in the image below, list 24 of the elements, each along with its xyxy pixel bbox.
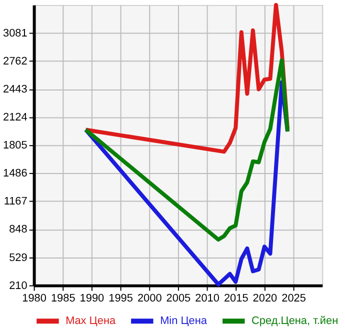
y-tick-label: 1486 <box>3 168 28 180</box>
x-tick-label: 1985 <box>50 292 76 305</box>
y-tick-label: 1167 <box>4 196 28 208</box>
y-tick-label: 2762 <box>3 55 28 68</box>
y-tick-label: 2443 <box>3 84 28 96</box>
y-tick-label: 848 <box>9 224 28 236</box>
y-tick-label: 2124 <box>3 112 28 124</box>
y-tick-label: 1805 <box>3 140 28 152</box>
y-tick-label: 3081 <box>3 27 28 40</box>
legend-label: Сред.Цена, т.йен <box>252 315 338 328</box>
x-tick-label: 2000 <box>137 292 162 305</box>
x-tick-label: 1995 <box>108 292 133 305</box>
y-tick-label: 210 <box>9 280 28 292</box>
x-tick-label: 2010 <box>195 292 220 305</box>
legend-label: Max Цена <box>66 315 116 328</box>
x-tick-label: 2025 <box>282 292 306 305</box>
x-tick-label: 2005 <box>166 292 191 305</box>
x-tick-label: 1990 <box>80 292 104 305</box>
line-series <box>84 58 290 242</box>
y-tick-label: 529 <box>9 252 28 264</box>
legend-label: Min Цена <box>160 315 208 328</box>
x-tick-label: 2015 <box>224 292 248 305</box>
x-tick-label: 1980 <box>22 292 46 305</box>
x-tick-label: 2020 <box>252 292 278 305</box>
